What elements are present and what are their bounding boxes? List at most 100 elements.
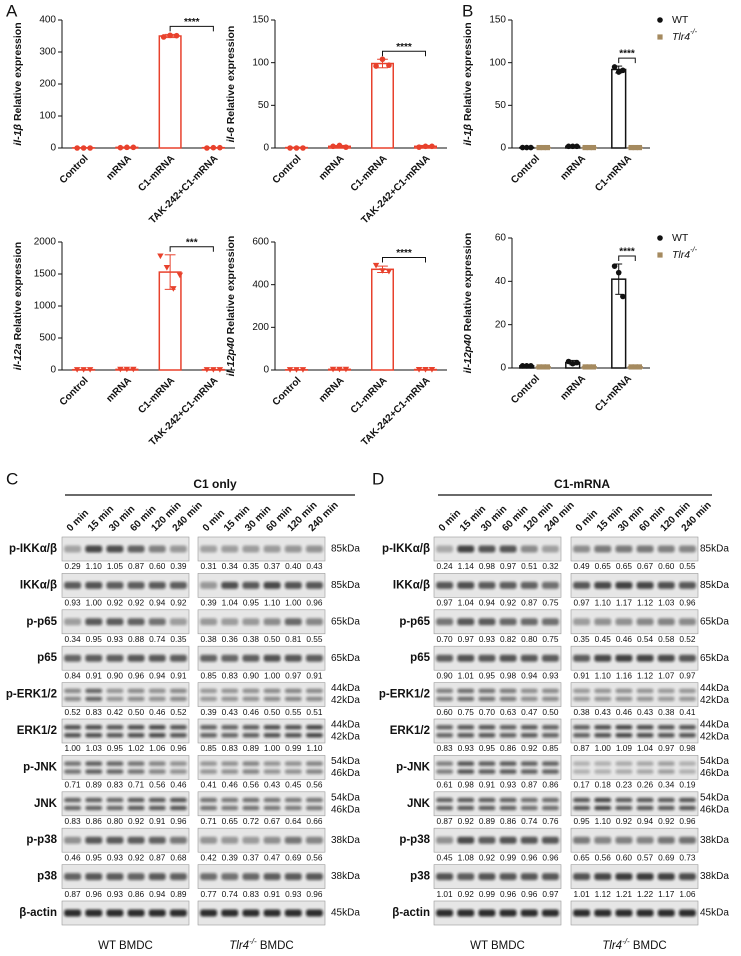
blot-band <box>541 873 559 881</box>
y-axis-label: il-6 Relative expression <box>225 26 237 143</box>
kda-label: 45kDa <box>700 908 729 919</box>
blot-band <box>573 654 591 662</box>
y-tick-label: 50 <box>258 100 270 111</box>
quant-label: 1.00 <box>264 670 281 680</box>
kda-label: 54kDa <box>331 792 360 803</box>
blot-band <box>499 581 517 589</box>
blot-band <box>148 581 166 589</box>
y-axis-label: il-12p40 Relative expression <box>225 236 237 377</box>
data-point <box>336 142 343 149</box>
data-point <box>615 269 622 276</box>
quant-label: 0.92 <box>128 598 145 608</box>
blot-band <box>64 733 82 738</box>
blot-band <box>200 805 218 811</box>
quant-label: 0.50 <box>264 634 281 644</box>
blot-band <box>305 654 323 662</box>
blot-membrane <box>61 864 190 889</box>
blot-band <box>678 654 696 662</box>
blot-band <box>594 733 612 738</box>
data-point <box>586 364 592 370</box>
blot-band <box>106 873 124 881</box>
y-tick-label: 0 <box>500 143 506 154</box>
blot-band <box>478 618 496 626</box>
blot-band <box>541 836 559 844</box>
quant-label: 0.29 <box>65 561 82 571</box>
blot-band <box>457 769 475 774</box>
quant-label: 0.92 <box>479 852 496 862</box>
group-label: Tlr4-/- BMDC <box>602 937 666 952</box>
quant-label: 0.99 <box>500 852 517 862</box>
blot-band <box>64 805 82 811</box>
blot-band <box>499 797 517 803</box>
significance-bracket <box>169 246 214 252</box>
quant-label: 0.89 <box>243 743 260 753</box>
blot-band <box>284 581 302 589</box>
data-point <box>299 367 307 373</box>
data-point <box>590 144 597 151</box>
blot-band <box>284 654 302 662</box>
blot-band <box>305 581 323 589</box>
protein-label: p65 <box>37 652 57 664</box>
quant-label: 0.41 <box>201 780 218 790</box>
blot-band <box>106 761 124 766</box>
quant-label: 0.34 <box>222 561 239 571</box>
protein-label: p-JNK <box>396 761 431 773</box>
blot-band <box>263 733 281 738</box>
blot-band <box>636 545 654 553</box>
blot-band <box>200 873 218 881</box>
protein-label: p38 <box>37 871 57 883</box>
quant-label: 0.87 <box>65 889 82 899</box>
blot-band <box>657 797 675 803</box>
blot-band <box>678 618 696 626</box>
blot-band <box>263 769 281 774</box>
quant-label: 0.39 <box>222 852 239 862</box>
data-point <box>611 263 618 269</box>
protein-label: JNK <box>34 798 58 810</box>
quant-label: 0.54 <box>637 634 654 644</box>
blot-band <box>64 581 82 589</box>
blot-band <box>64 688 82 694</box>
quant-label: 0.50 <box>542 707 559 717</box>
data-point <box>429 143 435 150</box>
blot-membrane <box>570 791 699 817</box>
blot-membrane <box>61 573 190 598</box>
x-tick-label: C1-mRNA <box>136 375 177 416</box>
significance-bracket <box>618 57 636 64</box>
data-point <box>87 145 93 151</box>
quant-label: 0.92 <box>128 852 145 862</box>
x-tick-label: C1-mRNA <box>593 373 634 414</box>
legend-label: WT <box>672 14 689 26</box>
blot-band <box>263 909 281 917</box>
quant-label: 0.91 <box>86 670 103 680</box>
blot-band <box>457 761 475 766</box>
blot-band <box>636 836 654 844</box>
blot-band <box>284 725 302 730</box>
blot-band <box>127 769 145 774</box>
quant-label: 1.14 <box>458 561 475 571</box>
kda-label: 46kDa <box>700 768 729 779</box>
blot-band <box>263 581 281 589</box>
blot-band <box>478 725 496 730</box>
blot-band <box>499 618 517 626</box>
quant-label: 1.03 <box>658 598 675 608</box>
blot-band <box>148 873 166 881</box>
blot-membrane <box>61 900 190 926</box>
quant-label: 0.92 <box>107 598 124 608</box>
blot-band <box>305 688 323 694</box>
quant-label: 1.12 <box>637 598 654 608</box>
blot-band <box>200 545 218 553</box>
significance-label: **** <box>184 17 200 28</box>
quant-label: 1.10 <box>306 743 323 753</box>
blot-band <box>594 797 612 803</box>
blot-membrane <box>570 755 699 780</box>
y-tick-label: 500 <box>39 333 56 344</box>
blot-band <box>678 545 696 553</box>
quant-label: 0.93 <box>479 634 496 644</box>
quant-label: 0.75 <box>542 634 559 644</box>
blot-band <box>85 836 103 844</box>
data-point <box>565 143 572 150</box>
quant-label: 0.46 <box>170 780 187 790</box>
quant-label: 0.93 <box>500 780 517 790</box>
quant-label: 0.93 <box>542 670 559 680</box>
quant-label: 0.95 <box>479 743 496 753</box>
